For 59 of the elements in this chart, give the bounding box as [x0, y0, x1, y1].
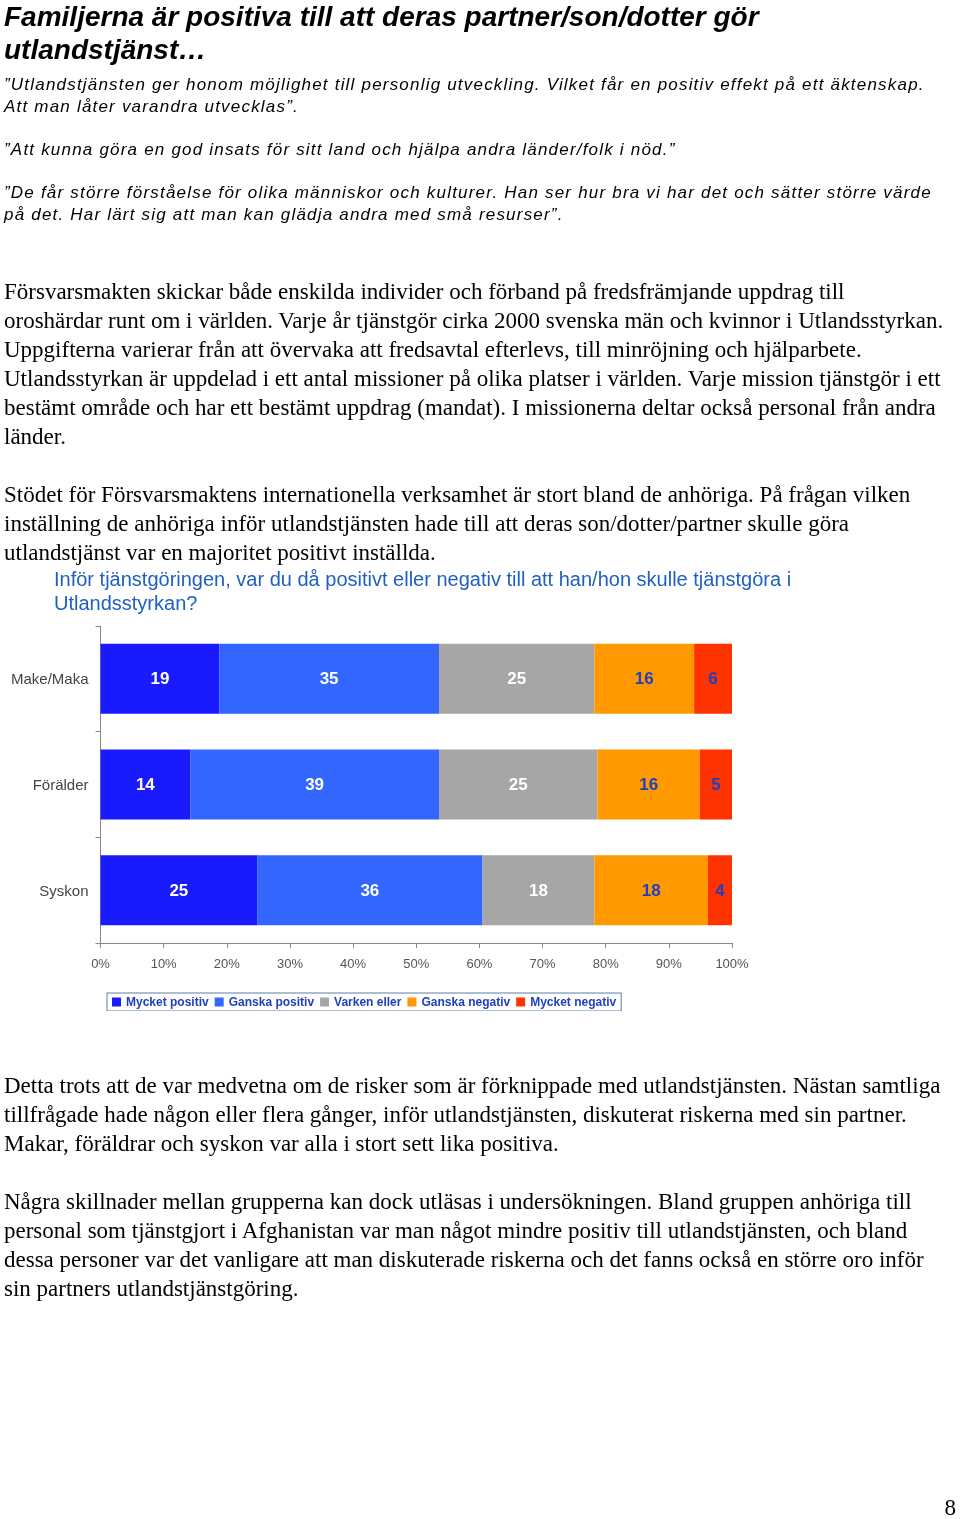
- data-label: 25: [169, 880, 189, 900]
- x-tick-label: 30%: [276, 956, 304, 971]
- data-label: 14: [135, 775, 156, 794]
- chart-subtitle: Inför tjänstgöringen, var du då positivt eller negativ till att han/hon skulle tjänstgöra i Utlandsstyrkan?: [54, 567, 793, 615]
- bar: [708, 855, 732, 926]
- text: Några skillnader mellan grupperna kan dock utläsas i undersökningen. Bland gruppen anhöriga till personal som tjänstgjort i Afghanistan var man något mindre positiv till utlandstjänsten, och bland dessa personer var det vanligare att man diskuterade riskerna och det fanns också en större oro inför sin partners utlandstjänstgöring.: [4, 1188, 925, 1303]
- x-tick-label: 100%: [715, 956, 750, 971]
- bar: [190, 749, 439, 820]
- data-label: 39: [305, 775, 325, 794]
- legend-label: Varken eller: [334, 995, 402, 1009]
- x-tick-label: 90%: [655, 956, 683, 971]
- y-tick-label: Make/Maka: [11, 670, 90, 688]
- x-tick-label: 20%: [213, 956, 241, 971]
- bar: [100, 643, 220, 714]
- legend-label: Ganska negativ: [421, 995, 511, 1009]
- x-tick-label: 60%: [466, 956, 493, 971]
- x-tick-label: 40%: [340, 956, 367, 971]
- text: ”Utlandstjänsten ger honom möjlighet till personlig utveckling. Vilket får en positiv effekt på ett äktenskap. Att man låter varandra utvecklas”.: [4, 74, 926, 118]
- bar: [699, 749, 732, 820]
- bar: [257, 855, 483, 926]
- text: ”Att kunna göra en god insats för sitt land och hjälpa andra länder/folk i nöd.”: [4, 139, 677, 161]
- legend-label: Mycket negativ: [530, 995, 617, 1009]
- data-label: 6: [708, 669, 718, 689]
- data-label: 35: [319, 669, 339, 689]
- text: Försvarsmakten skickar både enskilda individer och förband på fredsfrämjande uppdrag till oroshärdar runt om i världen. Varje år tjänstgör cirka 2000 svenska män och kvinnor i Utlandsstyrkan. Uppgifterna varierar från att övervaka att fredsavtal efterlevs, till minröjning och hjälparbete. Utlandsstyrkan är uppdelad i ett antal missioner på olika platser i världen. Varje mission tjänstgör i ett bestämt område och har ett bestämt uppdrag (mandat). I missionerna deltar också personal från andra länder.: [4, 278, 945, 451]
- data-label: 25: [508, 775, 528, 794]
- bar: [694, 643, 732, 714]
- data-label: 19: [150, 669, 170, 689]
- bar: [439, 643, 595, 714]
- x-tick-label: 0%: [91, 956, 111, 971]
- data-label: 36: [360, 880, 380, 900]
- legend-label: Ganska positiv: [228, 995, 315, 1009]
- data-label: 16: [639, 775, 659, 794]
- bar: [219, 643, 439, 714]
- bar: [597, 749, 700, 820]
- text: Detta trots att de var medvetna om de risker som är förknippade med utlandstjänsten. Nästan samtliga tillfrågade hade någon eller flera gånger, inför utlandstjänsten, diskuterat riskerna med sin partner. Makar, föräldrar och syskon var alla i stort sett lika positiva.: [4, 1072, 942, 1158]
- chart-title: Familjerna är positiva till att deras partner/son/dotter gör utlandstjänst…: [4, 0, 761, 66]
- y-tick-label: Förälder: [32, 776, 89, 793]
- x-tick-label: 10%: [150, 956, 178, 971]
- bar: [100, 749, 191, 820]
- bar: [100, 855, 258, 926]
- data-label: 16: [634, 669, 654, 689]
- bar: [439, 749, 598, 820]
- text: Stödet för Försvarsmaktens internationella verksamhet är stort bland de anhöriga. På frågan vilken inställning de anhöriga inför utlandstjänsten hade till att deras son/dotter/partner skulle göra utlandstjänst var en majoritet positivt inställda.: [4, 481, 912, 567]
- bar: [594, 855, 708, 926]
- data-label: 25: [507, 669, 527, 689]
- x-tick-label: 50%: [403, 956, 430, 971]
- x-tick-label: 80%: [592, 956, 620, 971]
- y-tick-label: Syskon: [39, 881, 89, 899]
- text: 8: [944, 1495, 956, 1519]
- text: ”De får större förståelse för olika människor och kulturer. Han ser hur bra vi har det och sätter större värde på det. Har lärt sig att man kan glädja andra med små resurser”.: [4, 182, 933, 226]
- data-label: 18: [528, 880, 548, 900]
- bar: [482, 855, 595, 926]
- data-label: 5: [711, 775, 721, 794]
- legend-label: Mycket positiv: [126, 995, 210, 1009]
- bar: [594, 643, 695, 714]
- data-label: 18: [641, 880, 661, 900]
- data-label: 4: [715, 880, 726, 900]
- x-tick-label: 70%: [529, 956, 556, 971]
